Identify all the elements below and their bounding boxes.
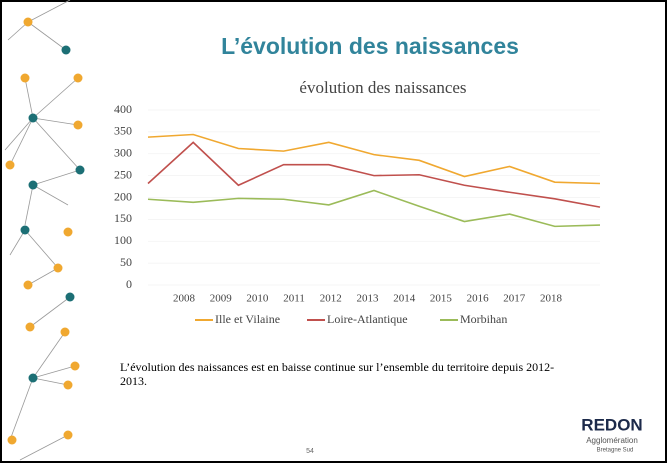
y-tick-label: 0 (126, 277, 132, 291)
x-tick-label: 2015 (430, 293, 453, 305)
logo-sub: Bretagne Sud (597, 448, 634, 454)
body-text-line: L’évolution des naissances est en baisse… (120, 360, 554, 374)
x-tick-label: 2012 (320, 293, 342, 305)
y-tick-label: 300 (114, 146, 132, 160)
series-line (147, 133, 601, 185)
legend-label: Morbihan (460, 312, 507, 326)
series-line (147, 189, 601, 228)
x-tick-label: 2011 (283, 293, 305, 305)
chart-title: évolution des naissances (299, 78, 466, 97)
x-tick-label: 2016 (467, 293, 490, 305)
legend-label: Loire-Atlantique (327, 312, 408, 326)
decoration-dots (5, 17, 85, 445)
x-tick-label: 2017 (503, 293, 526, 305)
page-number: 54 (306, 448, 314, 455)
x-tick-label: 2009 (210, 293, 233, 305)
y-tick-label: 200 (114, 189, 132, 203)
body-text: L’évolution des naissances est en baisse… (120, 360, 554, 388)
logo-sub: Agglomération (586, 436, 638, 445)
x-tick-label: 2010 (246, 293, 269, 305)
decoration (4, 0, 81, 461)
body-text-line: 2013. (120, 374, 147, 388)
legend-label: Ille et Vilaine (215, 312, 280, 326)
y-tick-label: 250 (114, 167, 132, 181)
y-tick-label: 50 (120, 255, 132, 269)
y-tick-label: 400 (114, 102, 132, 116)
y-tick-label: 100 (114, 233, 132, 247)
logo: REDON (581, 415, 642, 434)
slide-title: L’évolution des naissances (221, 33, 519, 59)
y-tick-label: 350 (114, 124, 132, 138)
y-tick-label: 150 (114, 211, 132, 225)
plot: 0 50 100 150 200 250 300 350 400 2008 2009 2010 2011… (114, 102, 601, 326)
x-tick-label: 2014 (393, 293, 416, 305)
x-tick-label: 2018 (540, 293, 563, 305)
x-tick-label: 2013 (357, 293, 380, 305)
x-tick-label: 2008 (173, 293, 196, 305)
series-line (147, 141, 601, 208)
